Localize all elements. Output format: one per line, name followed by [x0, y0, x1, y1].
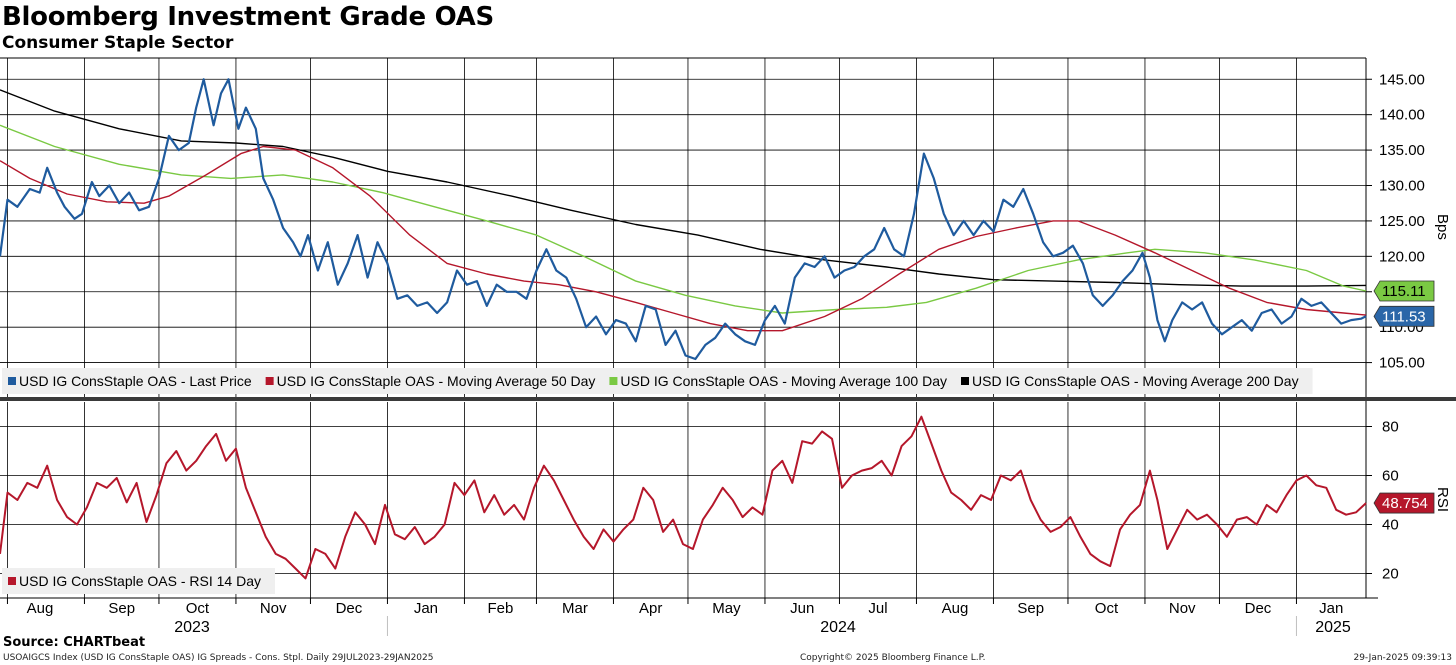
x-tick-label: Oct	[186, 600, 210, 617]
x-tick-label: Aug	[27, 600, 54, 617]
legend-lower-bg	[2, 568, 275, 594]
x-tick-label: Dec	[1245, 600, 1272, 617]
x-tick-label: Sep	[108, 600, 135, 617]
legend-lower: USD IG ConsStaple OAS - RSI 14 Day	[2, 568, 275, 594]
x-tick-label: Nov	[1169, 600, 1196, 617]
chart-subtitle: Consumer Staple Sector	[2, 33, 234, 53]
x-year-label: 2025	[1315, 619, 1351, 636]
legend-swatch	[265, 377, 274, 385]
y-tick-label-lower: 40	[1382, 517, 1399, 534]
x-tick-label: Jan	[1319, 600, 1343, 617]
last-value-badge-price-shape	[1373, 305, 1435, 327]
y-tick-label-lower: 60	[1382, 468, 1399, 485]
y-axis-title-upper: Bps	[1434, 214, 1451, 240]
legend-swatch	[609, 377, 618, 385]
last-value-badge-ma100: 115.11	[1373, 280, 1435, 302]
x-tick-label: Oct	[1095, 600, 1119, 617]
series-line-ma100	[0, 124, 1367, 314]
x-year-label: 2024	[820, 619, 856, 636]
x-tick-label: Sep	[1017, 600, 1044, 617]
x-tick-label: Nov	[260, 600, 287, 617]
last-value-badge-price: 111.53	[1373, 305, 1435, 327]
last-value-badge-ma100-shape	[1373, 280, 1435, 302]
legend-entry: USD IG ConsStaple OAS - Moving Average 5…	[277, 373, 596, 389]
legend-entry: USD IG ConsStaple OAS - Moving Average 1…	[620, 373, 947, 389]
source-label: Source: CHARTbeat	[3, 635, 146, 650]
y-tick-label-upper: 105.00	[1379, 355, 1425, 372]
y-tick-label-lower: 20	[1382, 566, 1399, 583]
legend-swatch	[8, 377, 16, 385]
series-line-last-price	[0, 78, 1367, 361]
y-tick-label-upper: 130.00	[1379, 178, 1425, 195]
x-tick-label: Jul	[868, 600, 887, 617]
footer-center: Copyright© 2025 Bloomberg Finance L.P.	[800, 653, 986, 663]
x-year-label: 2023	[174, 619, 210, 636]
legend-upper-bg	[2, 368, 1313, 394]
y-tick-label-upper: 120.00	[1379, 248, 1425, 265]
x-tick-label: Feb	[488, 600, 514, 617]
y-tick-label-upper: 125.00	[1379, 213, 1425, 230]
legend-upper: USD IG ConsStaple OAS - Last Price USD IG…	[2, 368, 1313, 394]
legend-entry: USD IG ConsStaple OAS - RSI 14 Day	[19, 573, 261, 589]
legend-swatch	[961, 377, 969, 385]
last-value-badge-rsi-text: 48.754	[1382, 495, 1428, 512]
y-tick-label-lower: 80	[1382, 419, 1399, 436]
last-value-badge-ma100-text: 115.11	[1382, 283, 1426, 300]
footer-left: USOAIGCS Index (USD IG ConsStaple OAS) I…	[3, 653, 434, 663]
legend-swatch	[8, 577, 16, 585]
series-line-rsi	[0, 415, 1367, 580]
x-tick-label: Aug	[942, 600, 969, 617]
last-value-badge-rsi-shape	[1373, 492, 1435, 514]
x-tick-label: Mar	[562, 600, 588, 617]
y-tick-label-upper: 140.00	[1379, 107, 1425, 124]
legend-entry: USD IG ConsStaple OAS - Moving Average 2…	[972, 373, 1299, 389]
y-axis-title-lower: RSI	[1434, 487, 1451, 512]
legend-entry: USD IG ConsStaple OAS - Last Price	[19, 373, 252, 389]
x-tick-label: May	[712, 600, 741, 617]
x-tick-label: Apr	[639, 600, 662, 617]
series-line-ma50	[0, 145, 1367, 332]
x-tick-label: Jun	[790, 600, 814, 617]
last-value-badge-price-text: 111.53	[1382, 308, 1426, 325]
series-line-ma200	[0, 89, 1367, 287]
x-tick-label: Jan	[414, 600, 438, 617]
grid-lines	[0, 58, 1366, 598]
footer-right: 29-Jan-2025 09:39:13	[1353, 653, 1452, 663]
x-tick-label: Dec	[336, 600, 363, 617]
y-tick-label-upper: 135.00	[1379, 142, 1425, 159]
chart-title: Bloomberg Investment Grade OAS	[2, 2, 494, 32]
y-tick-label-upper: 145.00	[1379, 71, 1425, 88]
last-value-badge-rsi: 48.754	[1373, 492, 1435, 514]
panel-separator	[0, 397, 1456, 401]
